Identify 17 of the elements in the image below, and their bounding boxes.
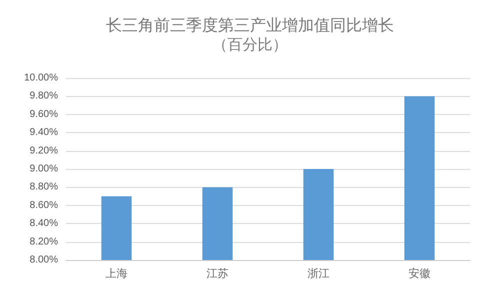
y-tick-label: 8.60% [30,200,58,211]
chart-subtitle: （百分比） [212,36,288,54]
y-tick-label: 8.80% [30,182,58,193]
x-tick-label: 上海 [106,267,128,280]
y-tick-label: 8.40% [30,218,58,230]
y-tick-label: 9.60% [30,108,58,120]
y-tick-label: 8.20% [30,236,58,248]
x-tick-label: 浙江 [308,267,330,280]
x-tick-label: 安徽 [408,267,430,280]
y-tick-label: 8.00% [30,254,58,266]
y-tick-label: 9.00% [30,164,58,174]
y-tick-label: 9.20% [30,145,58,156]
x-tick-label: 江苏 [206,267,228,280]
y-tick-label: 9.40% [30,127,58,138]
chart-title: 长三角前三季度第三产业增加值同比增长 [106,16,394,34]
y-tick-label: 9.80% [30,90,58,102]
y-tick-label: 10.00% [24,72,58,84]
